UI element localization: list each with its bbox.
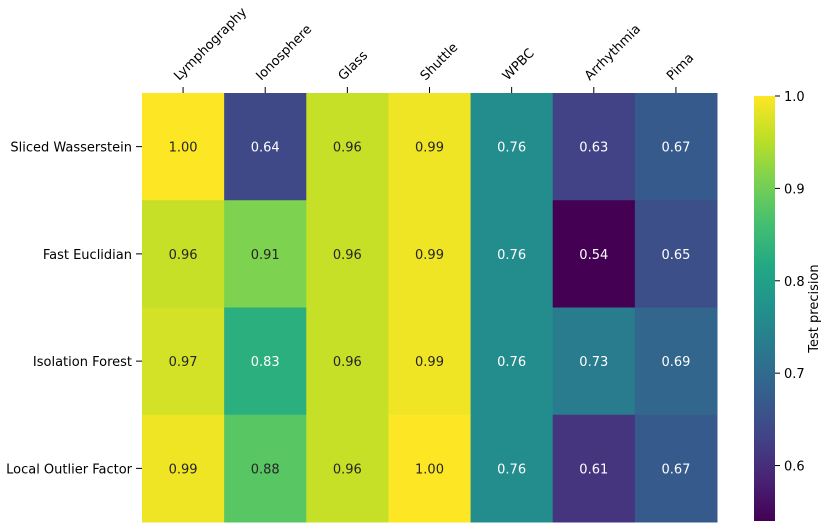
column-label: Glass <box>336 48 372 84</box>
cell-value-label: 0.65 <box>661 248 690 263</box>
cell-value-label: 0.61 <box>579 462 608 477</box>
heatmap-cell <box>142 93 225 201</box>
heatmap-cell <box>224 307 307 416</box>
heatmap-cell <box>142 307 225 416</box>
heatmap-cell <box>306 414 389 523</box>
cell-value-label: 0.76 <box>497 355 526 370</box>
cell-value-label: 0.76 <box>497 141 526 156</box>
colorbar-gradient <box>754 96 775 521</box>
colorbar-tick-label: 0.8 <box>784 275 805 290</box>
heatmap-cell <box>634 414 718 523</box>
heatmap-cell <box>306 93 389 201</box>
colorbar-tick-label: 1.0 <box>784 90 805 105</box>
cell-value-label: 0.76 <box>497 248 526 263</box>
column-labels: Lymphography Ionosphere Glass Shuttle WPBC Ar… <box>171 5 697 93</box>
heatmap-cell <box>470 93 554 201</box>
colorbar-tick-label: 0.9 <box>784 182 805 197</box>
cell-value-label: 0.99 <box>415 355 444 370</box>
colorbar: 0.6 0.7 0.8 0.9 1.0 Test precision <box>754 90 822 521</box>
cell-value-label: 0.99 <box>169 462 198 477</box>
cell-value-label: 0.63 <box>579 141 608 156</box>
row-label: Local Outlier Factor <box>6 462 133 477</box>
heatmap-cell <box>634 307 718 416</box>
heatmap-cell <box>142 200 225 308</box>
colorbar-tick-label: 0.6 <box>784 460 805 475</box>
heatmap-cell <box>142 414 225 523</box>
colorbar-label: Test precision <box>807 264 822 353</box>
heatmap-cell <box>388 93 472 201</box>
cell-value-label: 1.00 <box>415 462 444 477</box>
cell-value-label: 0.88 <box>251 462 280 477</box>
heatmap-cell <box>552 93 636 201</box>
row-label: Isolation Forest <box>33 355 132 370</box>
heatmap-cell <box>634 93 718 201</box>
heatmap-cell <box>634 200 718 308</box>
cell-value-label: 0.83 <box>251 355 280 370</box>
cell-value-label: 0.99 <box>415 248 444 263</box>
cell-value-label: 0.73 <box>579 355 608 370</box>
cell-value-label: 0.96 <box>333 355 362 370</box>
cell-value-label: 0.91 <box>251 248 280 263</box>
heatmap-cell <box>552 307 636 416</box>
heatmap-cell <box>388 307 472 416</box>
heatmap-cell <box>224 200 307 308</box>
column-label: Arrhythmia <box>582 22 644 84</box>
heatmap-cell <box>224 414 307 523</box>
column-label: Shuttle <box>418 40 462 84</box>
column-label: WPBC <box>500 46 538 84</box>
row-label: Sliced Wasserstein <box>10 141 132 156</box>
colorbar-tick-label: 0.7 <box>784 367 805 382</box>
column-label: Pima <box>664 51 697 84</box>
cell-value-label: 1.00 <box>169 141 198 156</box>
heatmap-cell <box>388 200 472 308</box>
heatmap-cell <box>224 93 307 201</box>
cell-value-label: 0.54 <box>579 248 608 263</box>
heatmap-cell <box>470 414 554 523</box>
cell-value-label: 0.96 <box>333 248 362 263</box>
heatmap-cell <box>306 307 389 416</box>
row-label: Fast Euclidian <box>43 248 132 263</box>
cell-value-label: 0.69 <box>661 355 690 370</box>
cell-value-label: 0.67 <box>661 462 690 477</box>
heatmap-cell <box>306 200 389 308</box>
column-label: Ionosphere <box>253 22 315 84</box>
cell-value-label: 0.99 <box>415 141 444 156</box>
colorbar-ticks: 0.6 0.7 0.8 0.9 1.0 <box>775 90 805 475</box>
cell-value-label: 0.97 <box>169 355 198 370</box>
cell-value-label: 0.76 <box>497 462 526 477</box>
cell-value-label: 0.64 <box>251 141 280 156</box>
heatmap-cell <box>388 414 472 523</box>
cell-value-label: 0.67 <box>661 141 690 156</box>
heatmap-cell <box>470 307 554 416</box>
heatmap-cell <box>552 200 636 308</box>
cell-value-label: 0.96 <box>333 462 362 477</box>
cell-value-label: 0.96 <box>333 141 362 156</box>
heatmap-cell <box>552 414 636 523</box>
row-labels: Sliced Wasserstein Fast Euclidian Isolatio… <box>6 141 142 477</box>
cell-value-label: 0.96 <box>169 248 198 263</box>
column-label: Lymphography <box>171 5 250 84</box>
heatmap-cell <box>470 200 554 308</box>
heatmap-cells: 1.00 0.64 0.96 0.99 0.76 0.63 0.67 0.96 0.91 0.96… <box>142 93 718 523</box>
